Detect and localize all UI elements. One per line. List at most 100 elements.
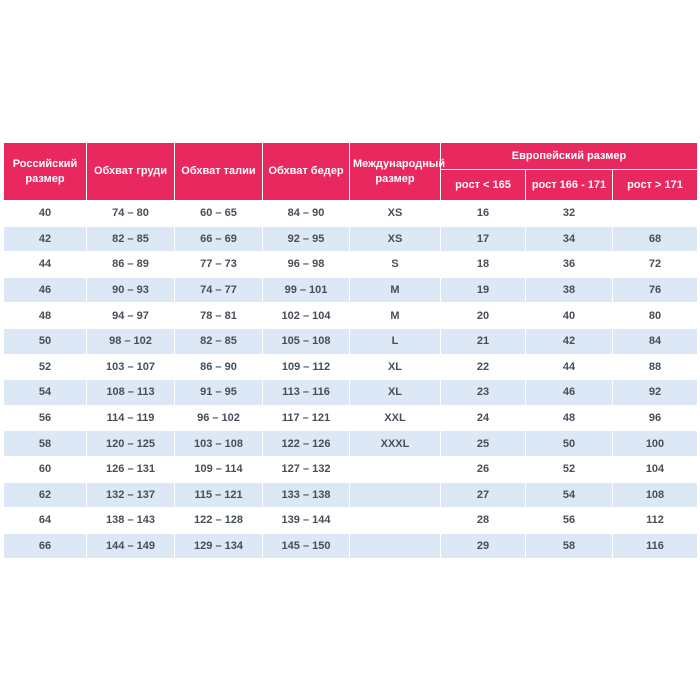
table-cell: 24 bbox=[440, 404, 526, 432]
table-cell: 90 – 93 bbox=[86, 276, 175, 304]
table-cell: 58 bbox=[3, 430, 87, 457]
table-cell: 88 bbox=[612, 353, 698, 381]
table-cell: 36 bbox=[525, 251, 613, 278]
table-row: 52 103 – 107 86 – 90 109 – 112 XL 22 44 88 bbox=[3, 353, 698, 381]
table-cell: 52 bbox=[3, 353, 87, 381]
table-cell: 50 bbox=[525, 430, 613, 457]
table-cell: 115 – 121 bbox=[174, 481, 263, 509]
table-cell: 52 bbox=[525, 455, 613, 483]
table-cell: 92 – 95 bbox=[262, 225, 350, 253]
table-cell: 60 bbox=[3, 455, 87, 483]
table-cell: 46 bbox=[525, 379, 613, 406]
table-cell: 58 bbox=[525, 532, 613, 560]
table-cell: 109 – 112 bbox=[262, 353, 350, 381]
table-cell: 133 – 138 bbox=[262, 481, 350, 509]
table-cell: 126 – 131 bbox=[86, 455, 175, 483]
table-cell: 21 bbox=[440, 327, 526, 355]
table-cell bbox=[349, 481, 441, 509]
table-cell: 122 – 126 bbox=[262, 430, 350, 457]
table-cell: XS bbox=[349, 225, 441, 253]
table-cell: 17 bbox=[440, 225, 526, 253]
table-cell: 48 bbox=[525, 404, 613, 432]
table-cell: 66 bbox=[3, 532, 87, 560]
table-cell: 78 – 81 bbox=[174, 302, 263, 329]
table-cell: 112 bbox=[612, 507, 698, 534]
table-cell bbox=[349, 507, 441, 534]
table-cell: 127 – 132 bbox=[262, 455, 350, 483]
table-cell: 84 bbox=[612, 327, 698, 355]
table-row: 58 120 – 125 103 – 108 122 – 126 XXXL 25 50 100 bbox=[3, 430, 698, 457]
table-cell: 76 bbox=[612, 276, 698, 304]
table-cell: 68 bbox=[612, 225, 698, 253]
table-cell: 54 bbox=[3, 379, 87, 406]
table-cell: 96 – 102 bbox=[174, 404, 263, 432]
col-header-russian-size: Российский размер bbox=[3, 142, 87, 201]
table-cell: 86 – 90 bbox=[174, 353, 263, 381]
col-header-height-lt-165: рост < 165 bbox=[440, 169, 526, 201]
table-cell: 96 – 98 bbox=[262, 251, 350, 278]
table-cell: 54 bbox=[525, 481, 613, 509]
table-row: 60 126 – 131 109 – 114 127 – 132 26 52 104 bbox=[3, 455, 698, 483]
table-row: 48 94 – 97 78 – 81 102 – 104 M 20 40 80 bbox=[3, 302, 698, 329]
table-cell: 82 – 85 bbox=[86, 225, 175, 253]
table-cell: 42 bbox=[525, 327, 613, 355]
table-cell: 26 bbox=[440, 455, 526, 483]
table-cell: 66 – 69 bbox=[174, 225, 263, 253]
table-cell: 16 bbox=[440, 200, 526, 227]
table-cell: 72 bbox=[612, 251, 698, 278]
col-header-hips: Обхват бедер bbox=[262, 142, 350, 201]
table-cell: 100 bbox=[612, 430, 698, 457]
table-cell: 108 – 113 bbox=[86, 379, 175, 406]
table-cell: 132 – 137 bbox=[86, 481, 175, 509]
table-header: Российский размер Обхват груди Обхват та… bbox=[3, 142, 698, 201]
table-cell: S bbox=[349, 251, 441, 278]
table-cell: 138 – 143 bbox=[86, 507, 175, 534]
table-cell: 144 – 149 bbox=[86, 532, 175, 560]
table-cell: 86 – 89 bbox=[86, 251, 175, 278]
table-cell: 98 – 102 bbox=[86, 327, 175, 355]
table-row: 64 138 – 143 122 – 128 139 – 144 28 56 112 bbox=[3, 507, 698, 534]
table-cell: 28 bbox=[440, 507, 526, 534]
table-cell: 74 – 77 bbox=[174, 276, 263, 304]
table-cell: 27 bbox=[440, 481, 526, 509]
table-cell: 108 bbox=[612, 481, 698, 509]
table-cell: XL bbox=[349, 353, 441, 381]
table-row: 56 114 – 119 96 – 102 117 – 121 XXL 24 48 96 bbox=[3, 404, 698, 432]
table-cell: 91 – 95 bbox=[174, 379, 263, 406]
table-cell: 40 bbox=[3, 200, 87, 227]
col-header-waist: Обхват талии bbox=[174, 142, 263, 201]
table-row: 40 74 – 80 60 – 65 84 – 90 XS 16 32 bbox=[3, 200, 698, 227]
table-cell: 64 bbox=[3, 507, 87, 534]
table-cell: XL bbox=[349, 379, 441, 406]
col-header-european-size: Европейский размер bbox=[440, 142, 698, 170]
table-cell: 22 bbox=[440, 353, 526, 381]
table-body: 40 74 – 80 60 – 65 84 – 90 XS 16 32 42 82 – 85 66… bbox=[3, 200, 698, 560]
table-cell: M bbox=[349, 276, 441, 304]
col-header-height-166-171: рост 166 - 171 bbox=[525, 169, 613, 201]
table-cell: 116 bbox=[612, 532, 698, 560]
table-cell: 139 – 144 bbox=[262, 507, 350, 534]
table-cell: M bbox=[349, 302, 441, 329]
table-row: 62 132 – 137 115 – 121 133 – 138 27 54 108 bbox=[3, 481, 698, 509]
table-cell: 105 – 108 bbox=[262, 327, 350, 355]
table-cell: 104 bbox=[612, 455, 698, 483]
col-header-international-size: Международный размер bbox=[349, 142, 445, 201]
size-chart-table: Российский размер Обхват груди Обхват та… bbox=[3, 142, 698, 560]
table-cell: 117 – 121 bbox=[262, 404, 350, 432]
table-cell: 113 – 116 bbox=[262, 379, 350, 406]
table-cell: XXL bbox=[349, 404, 441, 432]
table-cell: 96 bbox=[612, 404, 698, 432]
table-cell: XS bbox=[349, 200, 441, 227]
table-cell: 18 bbox=[440, 251, 526, 278]
table-cell: 48 bbox=[3, 302, 87, 329]
col-header-chest: Обхват груди bbox=[86, 142, 175, 201]
table-row: 46 90 – 93 74 – 77 99 – 101 M 19 38 76 bbox=[3, 276, 698, 304]
table-cell: 44 bbox=[3, 251, 87, 278]
table-cell: 56 bbox=[3, 404, 87, 432]
table-cell: 80 bbox=[612, 302, 698, 329]
table-cell: 60 – 65 bbox=[174, 200, 263, 227]
table-cell: 44 bbox=[525, 353, 613, 381]
table-cell bbox=[349, 455, 441, 483]
table-cell: 29 bbox=[440, 532, 526, 560]
table-row: 50 98 – 102 82 – 85 105 – 108 L 21 42 84 bbox=[3, 327, 698, 355]
